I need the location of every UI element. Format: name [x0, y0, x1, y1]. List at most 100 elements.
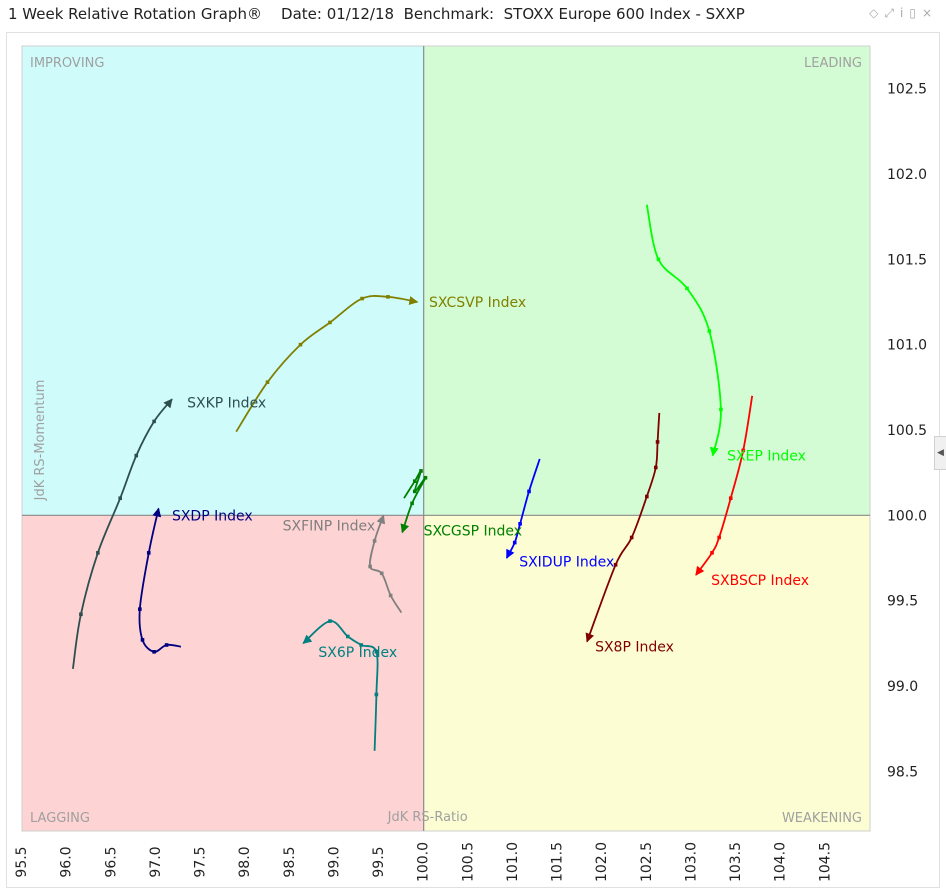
quadrant-labels: IMPROVING LEADING LAGGING WEAKENING: [30, 56, 862, 826]
series-point: [359, 643, 363, 647]
quadrant-weakening: [423, 515, 870, 831]
quadrant-layer: [21, 45, 871, 832]
series-label: SXBSCP Index: [711, 573, 809, 589]
series-point: [728, 496, 733, 501]
series-point: [328, 320, 332, 325]
series-point: [152, 650, 156, 654]
info-icon[interactable]: i: [899, 6, 910, 20]
series-tail: [695, 395, 754, 576]
chart-benchmark: Benchmark: STOXX Europe 600 Index - SXXP: [403, 5, 745, 23]
series-point: [298, 342, 303, 347]
series-point: [656, 257, 661, 262]
x-axis-title: JdK RS-Ratio: [387, 810, 468, 825]
y-axis-title: JdK RS-Momentum: [33, 380, 48, 502]
series-label: SXCSVP Index: [429, 295, 526, 311]
x-tick-label: 99.5: [371, 846, 387, 877]
series-point: [386, 295, 390, 299]
series-label: SXCGSP Index: [424, 524, 522, 540]
chart-title: 1 Week Relative Rotation Graph®: [8, 5, 262, 23]
series-point: [512, 540, 517, 545]
series-point: [653, 465, 658, 470]
chart-date: Date: 01/12/18: [281, 5, 395, 23]
series-point: [412, 489, 417, 494]
x-tick-label: 102.0: [594, 842, 610, 882]
x-tick-label: 98.5: [282, 846, 298, 877]
series-label: SXKP Index: [187, 396, 266, 412]
series-tail: [585, 412, 661, 643]
series-point: [707, 329, 712, 333]
x-tick-label: 96.5: [103, 846, 119, 877]
series-point: [328, 619, 332, 623]
series-point: [79, 612, 83, 617]
series-point: [138, 607, 142, 611]
series-point: [372, 539, 377, 543]
x-tick-label: 97.5: [193, 846, 209, 877]
series-point: [374, 692, 379, 697]
diamond-icon[interactable]: ◇: [869, 6, 885, 20]
series-tail: [645, 204, 723, 457]
series-point: [118, 496, 122, 501]
series-point: [368, 564, 372, 569]
series-point: [518, 522, 522, 526]
series-point: [374, 650, 379, 654]
y-tick-label: 102.5: [887, 82, 927, 98]
series-tail: [505, 458, 541, 559]
x-tick-label: 96.0: [59, 846, 75, 877]
close-icon[interactable]: ×: [921, 6, 938, 20]
series-point: [719, 407, 723, 412]
series-point: [346, 634, 350, 639]
x-tick-label: 103.0: [683, 842, 699, 882]
title-bar: 1 Week Relative Rotation Graph® Date: 01…: [0, 0, 946, 30]
y-tick-label: 101.0: [887, 338, 927, 354]
chart-header: 1 Week Relative Rotation Graph® Date: 01…: [8, 5, 745, 23]
collapse-panel-icon[interactable]: ◀: [934, 436, 946, 470]
series-point: [527, 489, 531, 494]
pin-icon[interactable]: ⤢: [884, 6, 900, 20]
series-label: SX8P Index: [595, 640, 674, 656]
y-tick-label: 99.5: [887, 594, 918, 610]
series-point: [360, 296, 364, 301]
window-icons: ◇⤢i▯×: [869, 6, 938, 21]
quadrant-label-weakening: WEAKENING: [782, 811, 862, 826]
series-line: [645, 204, 722, 457]
x-tick-label: 101.0: [505, 842, 521, 882]
series-labels: SXKP Index SXCSVP Index SXDP Index SXFINP I…: [172, 295, 809, 661]
series-point: [140, 638, 145, 642]
x-tick-label: 104.0: [773, 842, 789, 882]
series-point: [685, 286, 689, 291]
y-tick-label: 99.0: [887, 679, 918, 695]
maximize-icon[interactable]: ▯: [909, 6, 922, 20]
series-tail: [302, 619, 379, 751]
series-label: SX6P Index: [318, 645, 397, 661]
series-point: [613, 562, 618, 567]
y-tick-label: 102.0: [887, 167, 927, 183]
x-tick-label: 103.5: [728, 842, 744, 882]
x-tick-label: 104.5: [817, 842, 833, 882]
series-point: [379, 571, 384, 576]
series-point: [412, 479, 417, 483]
series-layer: [72, 204, 754, 751]
series-point: [410, 501, 414, 506]
series-label: SXIDUP Index: [519, 554, 614, 570]
y-tick-label: 100.5: [887, 423, 927, 439]
x-tick-label: 102.5: [639, 842, 655, 882]
plot-border: [21, 45, 871, 832]
x-tick-label: 97.0: [148, 846, 164, 877]
series-label: SXEP Index: [727, 449, 806, 465]
series-point: [146, 551, 151, 555]
quadrant-label-improving: IMPROVING: [30, 56, 104, 71]
axis-layer: 95.5 96.0 96.5 97.0 97.5 98.0 98.5 99.0 99.5 100.…: [14, 82, 927, 882]
series-tail: [72, 398, 173, 670]
y-tick-label: 100.0: [887, 508, 927, 524]
series-point: [629, 535, 634, 540]
y-tick-label: 98.5: [887, 764, 918, 780]
x-tick-label: 95.5: [14, 846, 30, 877]
series-tail: [138, 507, 182, 654]
series-point: [645, 494, 649, 499]
series-point: [423, 475, 428, 480]
series-point: [388, 593, 393, 598]
series-point: [96, 551, 100, 555]
series-point: [419, 469, 423, 473]
series-point: [164, 643, 169, 647]
